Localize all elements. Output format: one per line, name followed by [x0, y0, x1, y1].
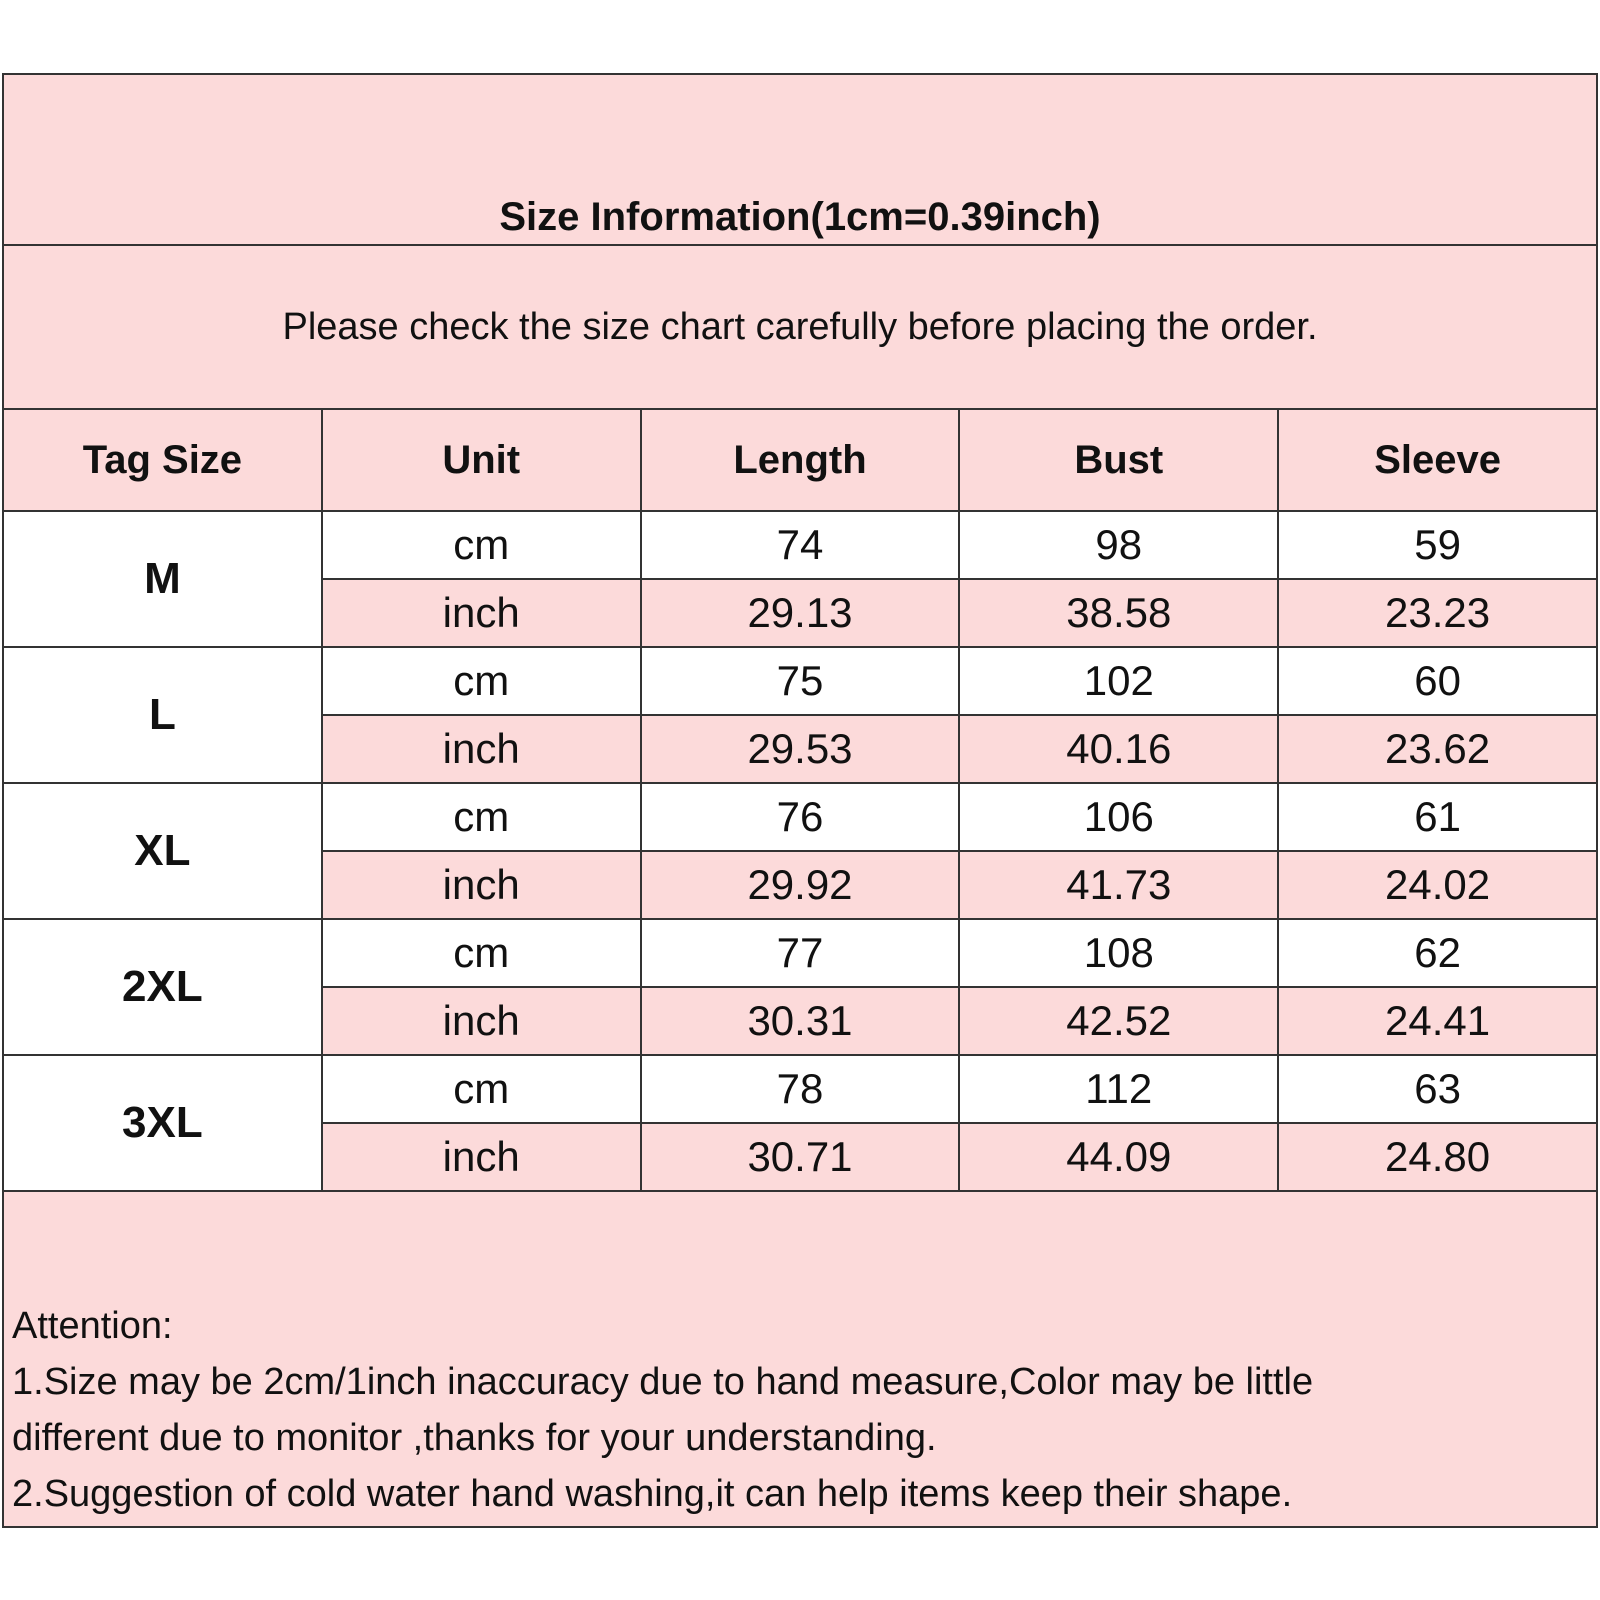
size-table: Size Information(1cm=0.39inch) Please ch…	[2, 73, 1598, 1528]
measurement: 24.02	[1277, 850, 1598, 920]
unit: inch	[320, 1122, 642, 1192]
unit: inch	[320, 714, 642, 784]
measurement: 76	[639, 782, 961, 852]
unit: cm	[320, 918, 642, 988]
measurement: 42.52	[958, 986, 1280, 1056]
measurement: 23.23	[1277, 578, 1598, 648]
notes: Attention: 1.Size may be 2cm/1inch inaccu…	[2, 1190, 1598, 1528]
tag-size: 3XL	[2, 1054, 323, 1192]
measurement: 75	[639, 646, 961, 716]
note-line: 2.Suggestion of cold water hand washing,…	[12, 1473, 1293, 1515]
measurement: 44.09	[958, 1122, 1280, 1192]
measurement: 30.71	[639, 1122, 961, 1192]
measurement: 40.16	[958, 714, 1280, 784]
data-row: XL cm 76 106 61	[2, 782, 1598, 920]
measurement: 59	[1277, 510, 1598, 580]
column-header: Tag Size	[2, 408, 323, 512]
measurement: 30.31	[639, 986, 961, 1056]
measurement: 60	[1277, 646, 1598, 716]
measurement: 61	[1277, 782, 1598, 852]
measurement: 23.62	[1277, 714, 1598, 784]
measurement: 77	[639, 918, 961, 988]
column-header: Unit	[320, 408, 642, 512]
measurement: 78	[639, 1054, 961, 1124]
tag-size: XL	[2, 782, 323, 920]
unit: inch	[320, 578, 642, 648]
measurement: 24.41	[1277, 986, 1598, 1056]
unit: cm	[320, 646, 642, 716]
measurement: 98	[958, 510, 1280, 580]
measurement: 24.80	[1277, 1122, 1598, 1192]
column-header: Bust	[958, 408, 1280, 512]
unit: inch	[320, 850, 642, 920]
subtitle: Please check the size chart carefully be…	[2, 244, 1598, 410]
title-row: Size Information(1cm=0.39inch)	[2, 73, 1598, 246]
notes-row: Attention: 1.Size may be 2cm/1inch inaccu…	[2, 1190, 1598, 1528]
measurement: 29.92	[639, 850, 961, 920]
note-line: different due to monitor ,thanks for you…	[12, 1417, 937, 1459]
tag-size: M	[2, 510, 323, 648]
measurement: 29.53	[639, 714, 961, 784]
measurement: 29.13	[639, 578, 961, 648]
measurement: 74	[639, 510, 961, 580]
data-row: 3XL cm 78 112 63	[2, 1054, 1598, 1192]
column-header: Sleeve	[1277, 408, 1598, 512]
note-line: 1.Size may be 2cm/1inch inaccuracy due t…	[12, 1361, 1314, 1403]
measurement: 62	[1277, 918, 1598, 988]
measurement: 41.73	[958, 850, 1280, 920]
unit: inch	[320, 986, 642, 1056]
measurement: 102	[958, 646, 1280, 716]
column-header: Length	[639, 408, 961, 512]
data-row: 2XL cm 77 108 62	[2, 918, 1598, 1056]
measurement: 106	[958, 782, 1280, 852]
unit: cm	[320, 510, 642, 580]
table-body: Size Information(1cm=0.39inch) Please ch…	[2, 73, 1598, 1528]
tag-size: L	[2, 646, 323, 784]
measurement: 63	[1277, 1054, 1598, 1124]
measurement: 108	[958, 918, 1280, 988]
size-chart: Size Information(1cm=0.39inch) Please ch…	[2, 73, 1598, 1528]
notes-heading: Attention:	[12, 1305, 173, 1347]
unit: cm	[320, 782, 642, 852]
measurement: 112	[958, 1054, 1280, 1124]
unit: cm	[320, 1054, 642, 1124]
tag-size: 2XL	[2, 918, 323, 1056]
data-row: inch 29.13 38.58 23.23	[3, 578, 1598, 648]
measurement: 38.58	[958, 578, 1280, 648]
subtitle-row: Please check the size chart carefully be…	[2, 244, 1598, 410]
header-row: Tag Size Unit Length Bust Sleeve	[2, 408, 1598, 512]
title: Size Information(1cm=0.39inch)	[2, 73, 1598, 246]
